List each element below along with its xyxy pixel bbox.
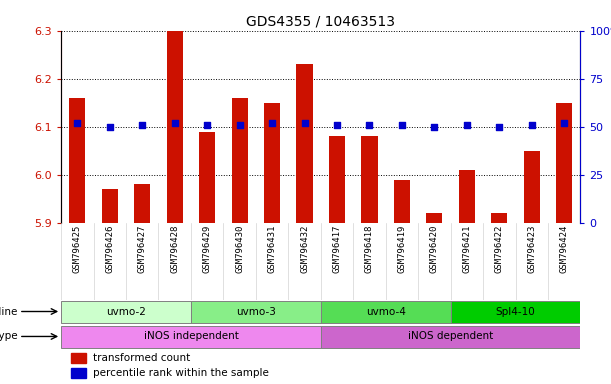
Bar [69, 98, 86, 223]
Text: GSM796426: GSM796426 [105, 224, 114, 273]
Bar [459, 170, 475, 223]
Bar [524, 151, 540, 223]
Bar [450, 301, 580, 323]
Text: GSM796422: GSM796422 [495, 224, 504, 273]
Title: GDS4355 / 10463513: GDS4355 / 10463513 [246, 14, 395, 28]
Bar [199, 131, 215, 223]
Bar [191, 301, 321, 323]
Point [332, 122, 342, 128]
Point [462, 122, 472, 128]
Text: GSM796424: GSM796424 [560, 224, 569, 273]
Bar [394, 179, 410, 223]
Point [494, 124, 504, 130]
Point [365, 122, 375, 128]
Text: cell line: cell line [0, 306, 17, 316]
Text: percentile rank within the sample: percentile rank within the sample [93, 368, 269, 378]
Text: GSM796431: GSM796431 [268, 224, 277, 273]
Text: transformed count: transformed count [93, 353, 191, 363]
Point [202, 122, 212, 128]
Text: GSM796428: GSM796428 [170, 224, 179, 273]
Bar [329, 136, 345, 223]
Bar [321, 326, 580, 348]
Bar [61, 301, 191, 323]
Text: GSM796418: GSM796418 [365, 224, 374, 273]
Point [267, 120, 277, 126]
Bar [101, 189, 118, 223]
Point [430, 124, 439, 130]
Text: GSM796427: GSM796427 [137, 224, 147, 273]
Text: cell type: cell type [0, 331, 17, 341]
Point [235, 122, 244, 128]
Bar [71, 353, 86, 362]
Text: GSM796425: GSM796425 [73, 224, 82, 273]
Bar [232, 98, 247, 223]
Bar [321, 301, 450, 323]
Point [73, 120, 82, 126]
Text: GSM796430: GSM796430 [235, 224, 244, 273]
Bar [296, 64, 313, 223]
Point [137, 122, 147, 128]
Point [299, 120, 309, 126]
Text: uvmo-4: uvmo-4 [366, 306, 406, 316]
Text: GSM796421: GSM796421 [463, 224, 471, 273]
Text: GSM796417: GSM796417 [332, 224, 342, 273]
Bar [71, 368, 86, 378]
Text: GSM796423: GSM796423 [527, 224, 536, 273]
Bar [361, 136, 378, 223]
Bar [61, 326, 321, 348]
Bar [491, 213, 507, 223]
Text: Spl4-10: Spl4-10 [496, 306, 535, 316]
Bar [134, 184, 150, 223]
Text: GSM796429: GSM796429 [203, 224, 211, 273]
Point [105, 124, 115, 130]
Bar [264, 103, 280, 223]
Bar [426, 213, 442, 223]
Point [170, 120, 180, 126]
Text: GSM796419: GSM796419 [397, 224, 406, 273]
Text: uvmo-2: uvmo-2 [106, 306, 146, 316]
Bar [167, 31, 183, 223]
Point [559, 120, 569, 126]
Point [527, 122, 536, 128]
Text: iNOS independent: iNOS independent [144, 331, 238, 341]
Text: uvmo-3: uvmo-3 [236, 306, 276, 316]
Text: GSM796420: GSM796420 [430, 224, 439, 273]
Text: GSM796432: GSM796432 [300, 224, 309, 273]
Point [397, 122, 407, 128]
Text: iNOS dependent: iNOS dependent [408, 331, 493, 341]
Bar [556, 103, 573, 223]
